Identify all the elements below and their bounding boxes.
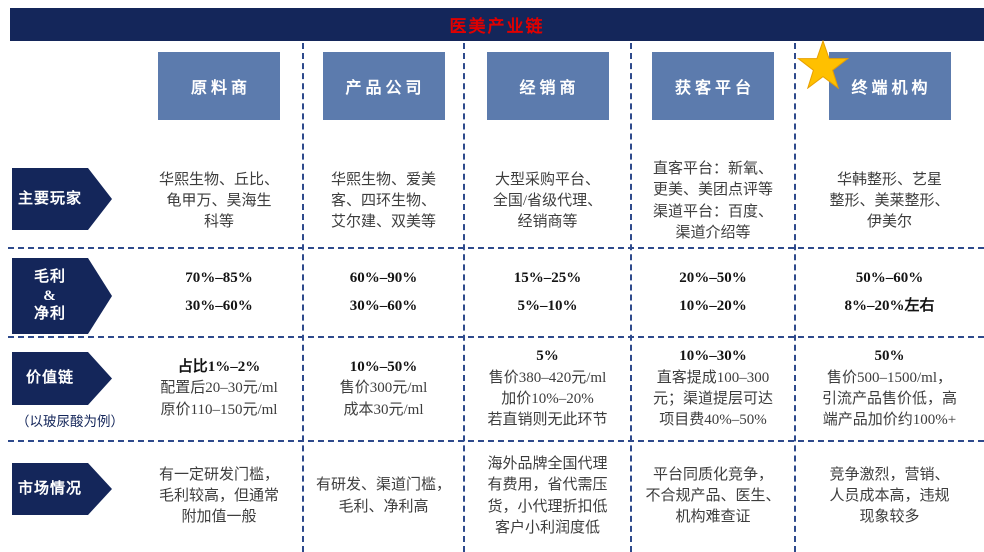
cell-value-raw-material: 占比1%–2% 配置后20–30元/ml 原价110–150元/ml	[160, 359, 278, 418]
dashed-divider-vertical-1	[302, 43, 304, 552]
cell-players-raw-material: 华熙生物、丘比、 龟甲万、昊海生 科等	[158, 171, 279, 231]
chain-table: 原料商 产品公司 经销商 获客平台 终端机构 华熙生物、丘比、 龟甲万、昊海生 …	[0, 45, 984, 552]
cell-margin-terminal: 50%–60% 8%–20%左右	[844, 269, 935, 314]
cell-players-distributor: 大型采购平台、 全国/省级代理、 经销商等	[492, 171, 603, 231]
header-spacer	[0, 45, 135, 155]
slide-title: 医美产业链	[449, 17, 545, 36]
cell-value-platform: 10%–30% 直客提成100–300 元；渠道提层可达 项目费40%–50%	[652, 348, 773, 429]
cell-margin-distributor: 15%–25% 5%–10%	[513, 269, 582, 314]
row-label-gross-net-margin: 毛利 & 净利	[12, 258, 112, 334]
column-header-label: 经销商	[486, 52, 609, 120]
column-header-label: 获客平台	[652, 52, 774, 120]
column-header-product-company: 产品公司	[303, 45, 464, 155]
column-header-customer-acquisition-platform: 获客平台	[631, 45, 795, 155]
row-label-main-players: 主要玩家	[12, 168, 112, 230]
cell-market-platform: 平台同质化竞争， 不合规产品、医生、 机构难查证	[645, 466, 781, 526]
dashed-divider-vertical-2	[463, 43, 465, 552]
column-header-terminal-institution: 终端机构	[795, 45, 984, 155]
column-header-label: 原料商	[158, 52, 280, 120]
column-header-distributor: 经销商	[464, 45, 631, 155]
column-header-label: 产品公司	[322, 52, 445, 120]
value-chain-note: （以玻尿酸为例）	[16, 414, 124, 429]
star-icon	[797, 40, 849, 89]
cell-margin-product-company: 60%–90% 30%–60%	[349, 269, 418, 314]
cell-value-distributor: 5% 售价380–420元/ml 加价10%–20% 若直销则无此环节	[487, 348, 608, 429]
dashed-divider-vertical-3	[630, 43, 632, 552]
dashed-divider-horizontal-1	[8, 247, 984, 249]
column-header-label: 终端机构	[828, 52, 951, 120]
column-header-raw-material-supplier: 原料商	[135, 45, 303, 155]
cell-players-terminal: 华韩整形、艺星 整形、美莱整形、 伊美尔	[829, 171, 950, 231]
dashed-divider-vertical-4	[794, 43, 796, 552]
cell-market-raw-material: 有一定研发门槛， 毛利较高，但通常 附加值一般	[158, 466, 279, 526]
cell-market-product-company: 有研发、渠道门槛， 毛利、净利高	[315, 477, 451, 515]
cell-value-product-company: 10%–50% 售价300元/ml 成本30元/ml	[339, 359, 428, 418]
dashed-divider-horizontal-2	[8, 336, 984, 338]
dashed-divider-horizontal-3	[8, 440, 984, 442]
row-label-market-situation: 市场情况	[12, 463, 112, 515]
cell-players-product-company: 华熙生物、爱美 客、四环生物、 艾尔建、双美等	[330, 171, 436, 231]
cell-margin-platform: 20%–50% 10%–20%	[679, 269, 747, 314]
cell-market-distributor: 海外品牌全国代理 有费用，省代需压 货，小代理折扣低 客户小利润度低	[487, 455, 608, 536]
title-bar: 医美产业链	[10, 8, 984, 41]
cell-market-terminal: 竞争激烈，营销、 人员成本高，违规 现象较多	[829, 466, 950, 526]
row-label-value-chain: 价值链	[12, 352, 112, 405]
cell-value-terminal: 50% 售价500–1500/ml， 引流产品售价低，高 端产品加价约100%+	[821, 348, 957, 429]
cell-margin-raw-material: 70%–85% 30%–60%	[185, 269, 253, 314]
cell-players-platform: 直客平台：新氧、 更美、美团点评等 渠道平台：百度、 渠道介绍等	[652, 160, 773, 241]
